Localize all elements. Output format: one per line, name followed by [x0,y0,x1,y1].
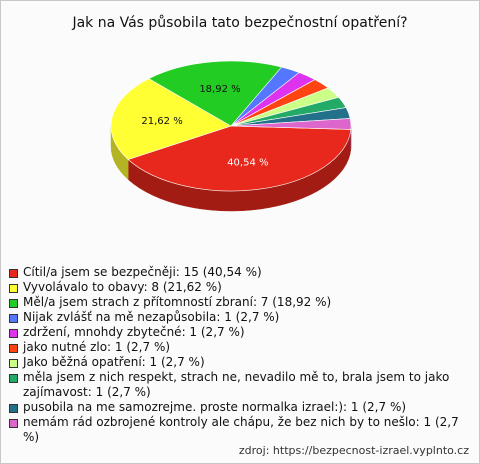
legend-swatch [9,359,18,368]
legend-item: nemám rád ozbrojené kontroly ale chápu, … [9,415,471,445]
legend-item: Jako běžná opatření: 1 (2,7 %) [9,355,471,370]
legend-label: Jako běžná opatření: 1 (2,7 %) [23,355,205,369]
legend-item: Měl/a jsem strach z přítomností zbraní: … [9,295,471,310]
legend-label: pusobila na me samozrejme. proste normal… [23,400,407,414]
legend-label: zdržení, mnohdy zbytečné: 1 (2,7 %) [23,325,245,339]
legend-label: Měl/a jsem strach z přítomností zbraní: … [23,295,332,309]
chart-title: Jak na Vás působila tato bezpečnostní op… [71,15,407,31]
legend-swatch [9,344,18,353]
legend-swatch [9,404,18,413]
data-label: 21,62 % [141,116,182,127]
legend-label: nemám rád ozbrojené kontroly ale chápu, … [23,415,459,444]
legend: Cítil/a jsem se bezpečněji: 15 (40,54 %)… [9,265,471,445]
pie-area: Jak na Vás působila tato bezpečnostní op… [71,15,408,212]
legend-label: jako nutné zlo: 1 (2,7 %) [23,340,171,354]
slice [127,125,352,192]
legend-item: Cítil/a jsem se bezpečněji: 15 (40,54 %) [9,265,471,280]
legend-label: Cítil/a jsem se bezpečněji: 15 (40,54 %) [23,265,262,279]
legend-item: Nijak zvlášť na mě nezapůsobila: 1 (2,7 … [9,310,471,325]
legend-swatch [9,314,18,323]
legend-swatch [9,329,18,338]
slice [110,78,232,160]
data-label: 40,54 % [227,158,268,169]
legend-label: Nijak zvlášť na mě nezapůsobila: 1 (2,7 … [23,310,280,324]
data-label: 18,92 % [199,84,240,95]
legend-swatch [9,419,18,428]
legend-swatch [9,284,18,293]
legend-label: Vyvolávalo to obavy: 8 (21,62 %) [23,280,222,294]
legend-swatch [9,269,18,278]
legend-swatch [9,299,18,308]
legend-item: zdržení, mnohdy zbytečné: 1 (2,7 %) [9,325,471,340]
slice [230,118,352,130]
legend-item: jako nutné zlo: 1 (2,7 %) [9,340,471,355]
source: zdroj: https://bezpecnost-izrael.vyplnto… [238,444,469,457]
legend-label: měla jsem z nich respekt, strach ne, nev… [23,370,450,399]
slice [148,60,283,127]
legend-swatch [9,374,18,383]
legend-item: měla jsem z nich respekt, strach ne, nev… [9,370,471,400]
legend-item: Vyvolávalo to obavy: 8 (21,62 %) [9,280,471,295]
legend-item: pusobila na me samozrejme. proste normal… [9,400,471,415]
